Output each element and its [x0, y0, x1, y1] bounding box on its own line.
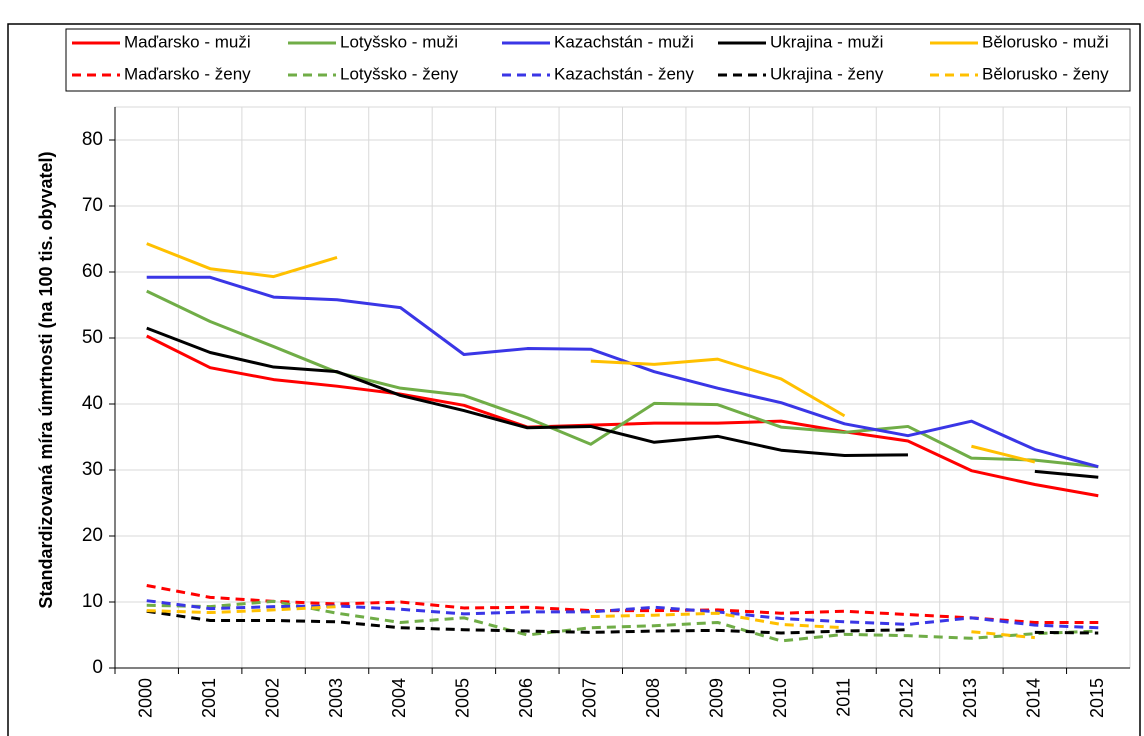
- y-tick-label: 60: [82, 261, 103, 282]
- legend-label: Lotyšsko - muži: [340, 32, 458, 51]
- y-tick-label: 10: [82, 591, 103, 612]
- x-tick-label: 2010: [770, 678, 790, 718]
- x-tick-label: 2005: [453, 678, 473, 718]
- x-tick-label: 2008: [643, 678, 663, 718]
- series-line: [146, 242, 1036, 464]
- series-line: [146, 599, 1099, 643]
- legend-label: Kazachstán - ženy: [554, 64, 694, 83]
- x-tick-label: 2002: [262, 678, 282, 718]
- legend-label: Lotyšsko - ženy: [340, 64, 459, 83]
- y-tick-label: 70: [82, 195, 103, 216]
- legend-label: Ukrajina - ženy: [770, 64, 884, 83]
- legend-label: Maďarsko - muži: [124, 32, 251, 51]
- y-tick-label: 40: [82, 393, 103, 414]
- y-tick-label: 80: [82, 129, 103, 150]
- legend-box: [65, 28, 1131, 92]
- y-tick-label: 0: [92, 657, 103, 678]
- x-tick-label: 2009: [706, 678, 726, 718]
- x-tick-label: 2000: [135, 678, 155, 718]
- legend-label: Ukrajina - muži: [770, 32, 883, 51]
- x-tick-label: 2015: [1087, 678, 1107, 718]
- legend-label: Bělorusko - muži: [982, 32, 1109, 51]
- legend-label: Maďarsko - ženy: [124, 64, 251, 83]
- series-line: [146, 326, 1099, 479]
- x-tick-label: 2007: [580, 678, 600, 718]
- x-tick-label: 2003: [326, 678, 346, 718]
- x-tick-label: 2011: [833, 678, 853, 717]
- x-tick-label: 2013: [960, 678, 980, 718]
- legend-label: Kazachstán - muži: [554, 32, 694, 51]
- series-line: [146, 609, 1099, 635]
- x-tick-label: 2012: [897, 678, 917, 718]
- series-line: [146, 289, 1099, 469]
- series-line: [146, 275, 1099, 469]
- y-tick-label: 30: [82, 459, 103, 480]
- y-tick-label: 50: [82, 327, 103, 348]
- x-tick-label: 2004: [389, 678, 409, 718]
- x-tick-label: 2006: [516, 678, 536, 718]
- series-line: [146, 605, 1035, 640]
- x-tick-label: 2014: [1024, 678, 1044, 718]
- y-axis-label: Standardizovaná míra úmrtnosti (na 100 t…: [36, 151, 56, 608]
- x-tick-label: 2001: [199, 678, 219, 718]
- y-tick-label: 20: [82, 525, 103, 546]
- legend-label: Bělorusko - ženy: [982, 64, 1109, 83]
